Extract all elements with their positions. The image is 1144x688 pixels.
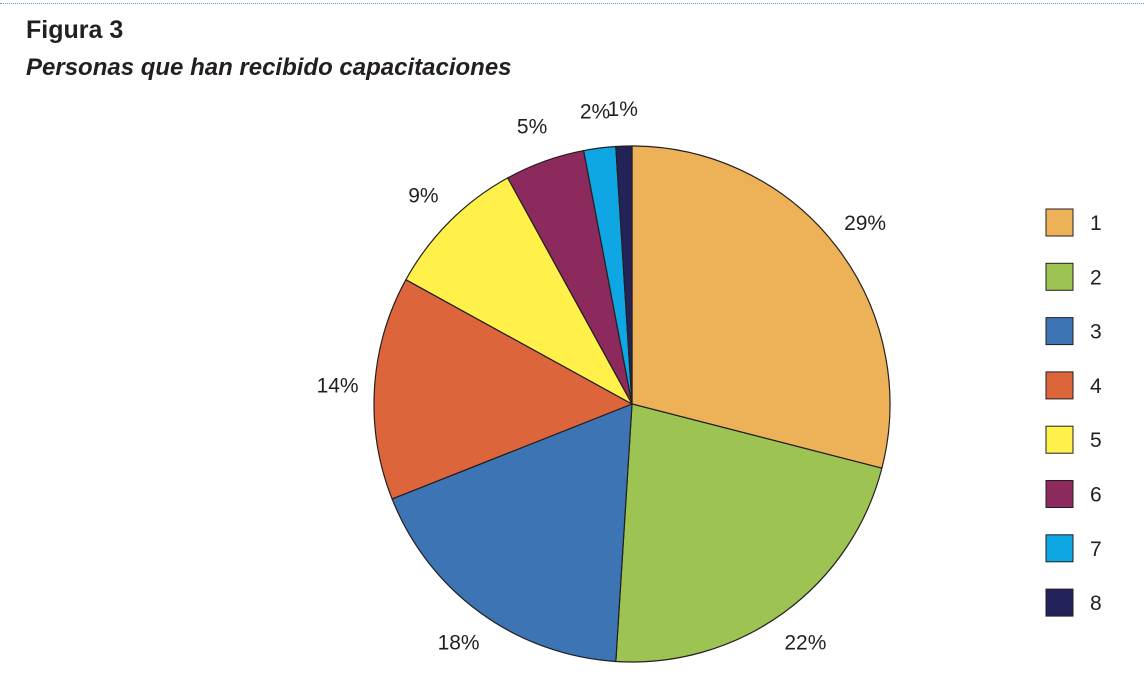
value-label-4: 14% — [317, 375, 359, 398]
pie-slice-2 — [615, 403, 883, 663]
legend-swatch-5 — [1045, 425, 1074, 454]
legend-label-6: 6 — [1090, 484, 1102, 507]
legend-swatch-1 — [1045, 208, 1074, 237]
value-label-2: 22% — [784, 632, 826, 655]
figure-label: Figura 3 — [26, 16, 124, 44]
legend-label-4: 4 — [1090, 375, 1102, 398]
value-label-3: 18% — [438, 632, 480, 655]
pie-slice-1 — [631, 145, 891, 469]
figure-title: Personas que han recibido capacitaciones — [26, 54, 512, 81]
value-label-8: 1% — [608, 98, 638, 121]
legend-label-3: 3 — [1090, 321, 1102, 344]
legend-label-8: 8 — [1090, 592, 1102, 615]
legend: 1 2 3 4 5 6 7 8 — [1045, 208, 1102, 617]
value-label-5: 9% — [408, 184, 438, 207]
pie-value-labels: 29% 22% 18% 14% 9% 5% 2%1% — [317, 98, 887, 655]
pie-slices — [373, 145, 891, 663]
legend-swatch-4 — [1045, 371, 1074, 400]
value-label-6: 5% — [517, 115, 547, 138]
legend-swatch-2 — [1045, 262, 1074, 291]
legend-swatch-6 — [1045, 480, 1074, 508]
legend-label-1: 1 — [1090, 212, 1102, 235]
legend-label-2: 2 — [1090, 266, 1102, 289]
pie-slice-8 — [615, 145, 633, 405]
legend-label-5: 5 — [1090, 429, 1102, 452]
legend-swatch-8 — [1045, 588, 1074, 617]
legend-label-7: 7 — [1090, 538, 1102, 561]
pie-slice-5 — [405, 177, 633, 405]
legend-swatch-3 — [1045, 317, 1074, 346]
pie-slice-3 — [391, 403, 633, 663]
value-label-1: 29% — [844, 212, 886, 235]
top-dotted-rule — [0, 3, 1144, 4]
legend-swatch-7 — [1045, 534, 1074, 563]
value-label-7: 2% — [580, 100, 610, 123]
pie-slice-4 — [373, 279, 633, 500]
